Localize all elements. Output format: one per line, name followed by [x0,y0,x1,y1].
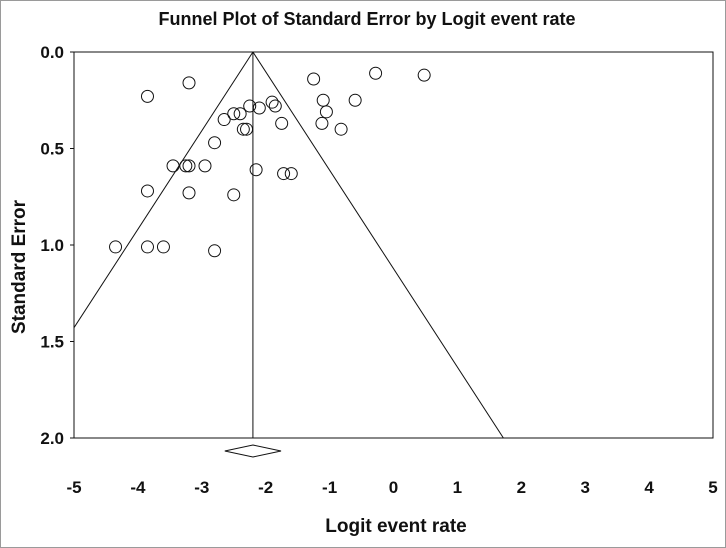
data-point-17 [315,116,329,130]
data-point-32 [109,240,123,254]
x-axis-label: Logit event rate [325,516,466,537]
data-point-29 [140,184,154,198]
funnel-left-line [74,52,254,329]
data-point-11 [227,107,241,121]
data-point-6 [265,95,279,109]
data-point-1 [140,89,154,103]
data-point-13 [316,93,330,107]
y-tick-label: 1.5 [40,333,64,352]
data-point-26 [249,163,263,177]
y-tick-label: 0.5 [40,140,64,159]
summary-diamond [224,444,282,458]
y-tick-label: 2.0 [40,429,64,448]
x-axis-ticks: -5 -4 -3 -2 -1 0 1 2 3 4 5 [66,478,717,497]
x-tick-label: -3 [194,478,209,497]
data-point-8 [252,101,266,115]
data-point-21 [208,136,222,150]
y-tick-label: 0.0 [40,43,64,62]
funnel-right-line [252,52,504,438]
data-point-24 [182,159,196,173]
data-point-20 [236,122,250,136]
data-point-4 [369,66,383,80]
y-axis-ticks: 0.0 0.5 1.0 1.5 2.0 [40,43,74,448]
x-tick-label: 2 [517,478,526,497]
data-point-28 [284,167,298,181]
x-tick-label: -4 [130,478,146,497]
funnel-lines [74,52,504,438]
summary-diamond-layer [224,444,282,458]
x-tick-label: -1 [322,478,337,497]
x-tick-label: -5 [66,478,81,497]
data-point-22 [166,159,180,173]
x-tick-label: 3 [580,478,589,497]
data-point-12 [217,113,231,127]
data-point-30 [182,186,196,200]
data-point-23 [179,159,193,173]
data-point-19 [240,122,254,136]
data-points [109,66,431,258]
data-point-15 [348,93,362,107]
data-point-31 [227,188,241,202]
x-tick-label: -2 [258,478,273,497]
x-tick-label: 1 [453,478,462,497]
plot-area [73,51,714,439]
data-point-35 [208,244,222,258]
data-point-18 [334,122,348,136]
y-tick-label: 1.0 [40,236,64,255]
data-point-33 [140,240,154,254]
data-point-2 [182,76,196,90]
data-point-7 [268,99,282,113]
data-point-25 [198,159,212,173]
data-point-34 [156,240,170,254]
data-point-14 [319,105,333,119]
y-axis-label: Standard Error [9,199,30,334]
x-tick-label: 0 [389,478,398,497]
data-point-9 [243,99,257,113]
data-point-3 [307,72,321,86]
x-tick-label: 4 [644,478,654,497]
data-point-16 [275,116,289,130]
chart-title: Funnel Plot of Standard Error by Logit e… [158,9,575,29]
x-tick-label: 5 [708,478,717,497]
data-point-5 [417,68,431,82]
data-point-27 [277,167,291,181]
data-point-10 [233,107,247,121]
